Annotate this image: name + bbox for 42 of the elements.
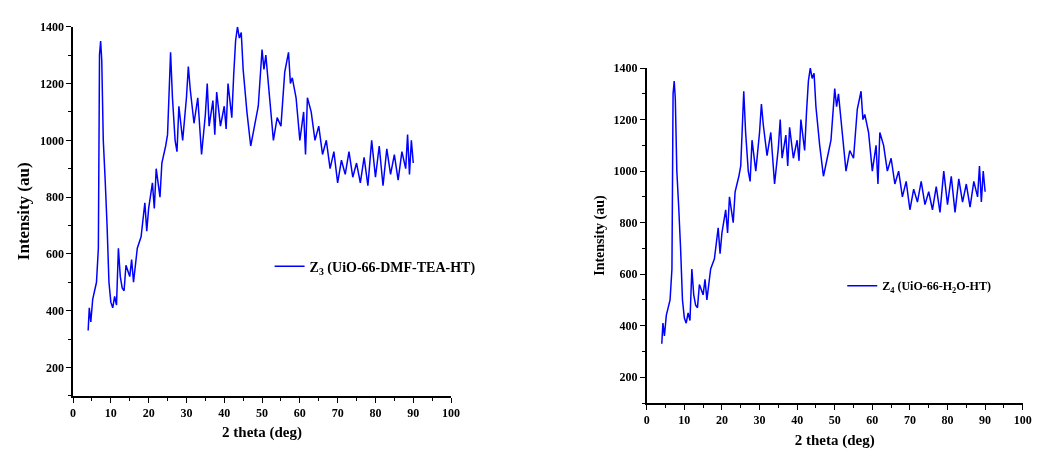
legend-label: Z$_{4}$ (UiO-66-H$_{2}$O-HT)	[882, 279, 991, 295]
y-tick-label: 600	[619, 267, 638, 282]
y-tick-label: 600	[45, 247, 64, 262]
x-axis-title: 2 theta (deg)	[222, 424, 303, 442]
x-tick-label: 40	[791, 413, 804, 428]
x-tick-label: 0	[70, 405, 77, 420]
y-tick-label: 1200	[39, 76, 64, 91]
y-tick-label: 1000	[39, 133, 64, 148]
x-tick-label: 100	[1013, 413, 1032, 428]
x-tick-label: 10	[678, 413, 691, 428]
y-tick-label: 1000	[613, 164, 638, 179]
x-tick-label: 70	[331, 405, 344, 420]
x-tick-label: 90	[407, 405, 420, 420]
y-tick-label: 800	[619, 215, 638, 230]
x-tick-label: 20	[715, 413, 728, 428]
y-tick-label: 200	[45, 360, 64, 375]
x-tick-label: 0	[643, 413, 650, 428]
legend-label: Z$_{3}$ (UiO-66-DMF-TEA-HT)	[309, 259, 476, 277]
x-tick-label: 10	[104, 405, 117, 420]
x-tick-label: 70	[903, 413, 916, 428]
x-tick-label: 50	[828, 413, 841, 428]
y-tick-label: 1400	[39, 19, 64, 34]
y-axis-title: Intensity (au)	[591, 194, 608, 276]
x-axis-title: 2 theta (deg)	[794, 431, 875, 449]
y-axis-title: Intensity (au)	[13, 162, 33, 261]
x-tick-label: 90	[979, 413, 992, 428]
x-tick-label: 30	[753, 413, 766, 428]
x-tick-label: 20	[142, 405, 155, 420]
y-tick-label: 400	[45, 303, 64, 318]
x-tick-label: 40	[218, 405, 231, 420]
y-tick-label: 200	[619, 370, 638, 385]
x-tick-label: 80	[941, 413, 954, 428]
y-tick-label: 400	[619, 318, 638, 333]
x-tick-label: 30	[180, 405, 193, 420]
y-tick-label: 1400	[613, 61, 638, 76]
x-tick-label: 100	[442, 405, 461, 420]
x-tick-label: 80	[369, 405, 382, 420]
x-tick-label: 50	[256, 405, 269, 420]
y-tick-label: 800	[45, 190, 64, 205]
y-tick-label: 1200	[613, 112, 638, 127]
x-tick-label: 60	[293, 405, 306, 420]
x-tick-label: 60	[866, 413, 879, 428]
